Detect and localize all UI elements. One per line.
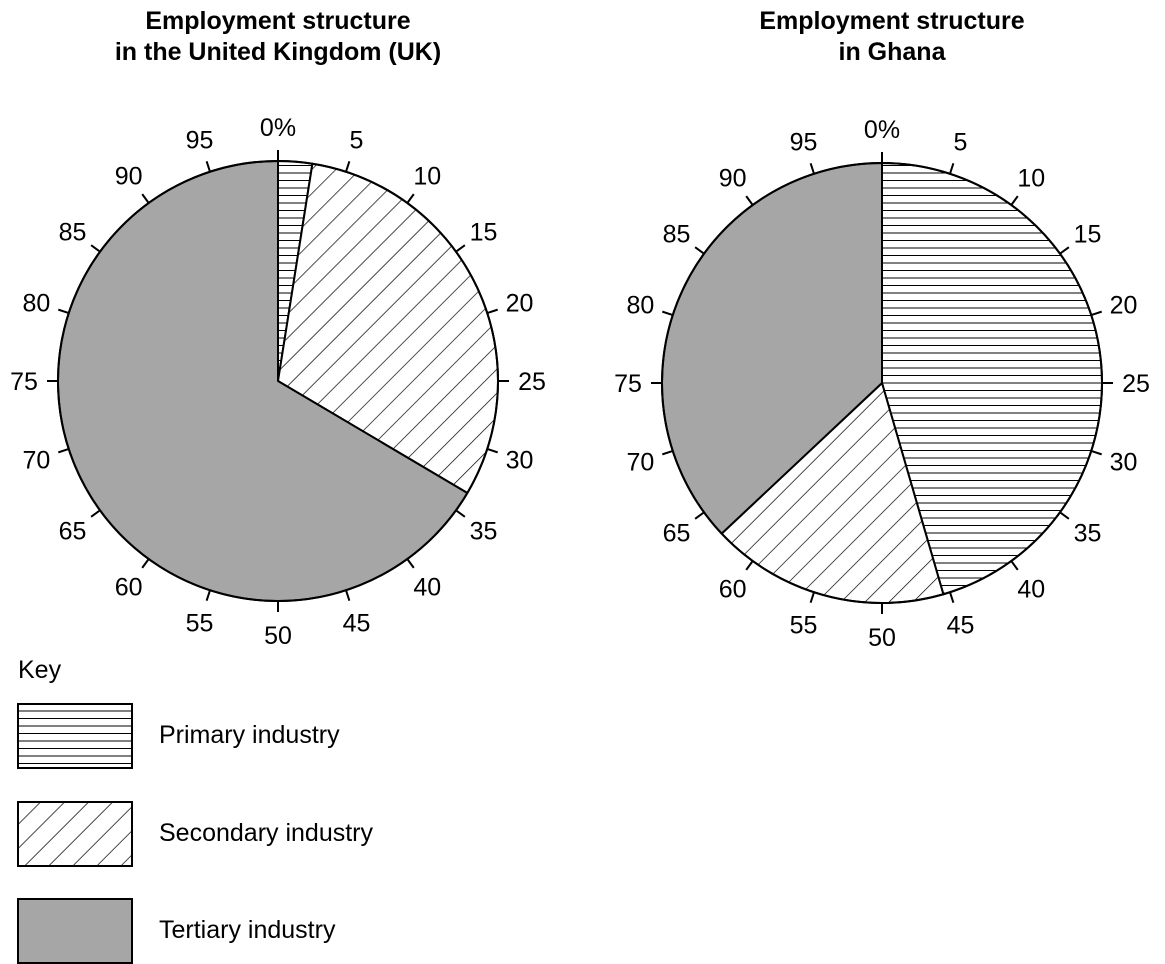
tick-uk-2 — [406, 193, 415, 204]
tick-uk-13 — [90, 509, 101, 518]
tick-label-uk-16: 80 — [23, 290, 51, 318]
tick-label-uk-15: 75 — [10, 368, 38, 396]
key-swatch-primary — [17, 703, 133, 769]
pie-chart-ghana: 0% 5 10 15 20 25 30 35 40 45 50 55 60 65 70 75 80 85 90 95 — [614, 116, 1150, 652]
tick-label-uk-1: 5 — [350, 126, 364, 154]
tick-label-ghana-9: 45 — [947, 612, 975, 640]
tick-ghana-12 — [745, 560, 754, 571]
key-label-secondary: Secondary industry — [159, 819, 374, 847]
tick-label-ghana-6: 30 — [1110, 448, 1138, 476]
tick-ghana-17 — [694, 246, 705, 255]
tick-uk-1 — [345, 161, 351, 173]
tick-label-ghana-8: 40 — [1017, 575, 1045, 603]
chart-title-ghana: Employment structure in Ghana — [652, 6, 1132, 68]
tick-ghana-14 — [662, 450, 674, 456]
key-swatch-tertiary — [17, 898, 133, 964]
tick-label-ghana-19: 95 — [790, 128, 818, 156]
tick-label-ghana-13: 65 — [663, 519, 691, 547]
tick-label-uk-12: 60 — [115, 573, 143, 601]
tick-label-uk-14: 70 — [23, 446, 51, 474]
tick-uk-6 — [486, 448, 498, 454]
tick-ghana-19 — [809, 163, 815, 175]
tick-label-uk-18: 90 — [115, 163, 143, 191]
tick-ghana-2 — [1010, 195, 1019, 206]
tick-label-uk-8: 40 — [413, 573, 441, 601]
tick-uk-3 — [455, 244, 466, 253]
tick-label-uk-19: 95 — [186, 126, 214, 154]
tick-ghana-1 — [949, 163, 955, 175]
chart-title-uk-line-1: Employment structure — [145, 7, 411, 35]
tick-label-uk-7: 35 — [470, 517, 498, 545]
tick-label-ghana-14: 70 — [627, 448, 655, 476]
tick-label-ghana-2: 10 — [1017, 165, 1045, 193]
tick-label-ghana-18: 90 — [719, 165, 747, 193]
tick-label-uk-4: 20 — [506, 290, 534, 318]
chart-title-uk: Employment structure in the United Kingd… — [38, 6, 518, 68]
tick-uk-16 — [58, 308, 70, 314]
tick-label-uk-13: 65 — [59, 517, 87, 545]
tick-uk-12 — [141, 558, 150, 569]
tick-label-uk-6: 30 — [506, 446, 534, 474]
tick-ghana-9 — [949, 591, 955, 603]
key-swatch-secondary — [17, 801, 133, 867]
tick-uk-14 — [58, 448, 70, 454]
tick-label-uk-10: 50 — [264, 622, 292, 650]
tick-label-ghana-17: 85 — [663, 221, 691, 249]
chart-title-uk-line-2: in the United Kingdom (UK) — [114, 38, 442, 66]
tick-ghana-11 — [809, 591, 815, 603]
tick-label-uk-11: 55 — [186, 610, 214, 638]
tick-uk-11 — [205, 589, 211, 601]
tick-label-ghana-10: 50 — [868, 624, 896, 652]
tick-ghana-8 — [1010, 560, 1019, 571]
tick-uk-19 — [205, 161, 211, 173]
tick-label-ghana-12: 60 — [719, 575, 747, 603]
tick-ghana-13 — [694, 511, 705, 520]
tick-ghana-16 — [662, 310, 674, 316]
tick-ghana-4 — [1090, 310, 1102, 316]
tick-ghana-7 — [1059, 511, 1070, 520]
tick-uk-17 — [90, 244, 101, 253]
tick-label-uk-17: 85 — [59, 219, 87, 247]
tick-label-ghana-1: 5 — [954, 128, 968, 156]
tick-uk-4 — [486, 308, 498, 314]
tick-label-uk-5: 25 — [518, 368, 546, 396]
tick-ghana-3 — [1059, 246, 1070, 255]
tick-uk-8 — [406, 558, 415, 569]
tick-label-ghana-3: 15 — [1074, 221, 1102, 249]
tick-uk-9 — [345, 589, 351, 601]
tick-label-ghana-7: 35 — [1074, 519, 1102, 547]
tick-label-ghana-11: 55 — [790, 612, 818, 640]
tick-label-uk-0: 0% — [260, 114, 296, 142]
tick-label-ghana-0: 0% — [864, 116, 900, 144]
tick-label-uk-9: 45 — [343, 610, 371, 638]
key-heading: Key — [18, 656, 62, 684]
chart-title-ghana-line-2: in Ghana — [838, 38, 946, 66]
key-label-primary: Primary industry — [159, 721, 340, 749]
tick-label-ghana-5: 25 — [1122, 370, 1150, 398]
tick-label-uk-2: 10 — [413, 163, 441, 191]
tick-label-ghana-16: 80 — [627, 292, 655, 320]
key-label-tertiary: Tertiary industry — [159, 916, 336, 944]
tick-uk-18 — [141, 193, 150, 204]
tick-label-uk-3: 15 — [470, 219, 498, 247]
chart-title-ghana-line-1: Employment structure — [759, 7, 1025, 35]
tick-uk-7 — [455, 509, 466, 518]
tick-ghana-6 — [1090, 450, 1102, 456]
tick-label-ghana-15: 75 — [614, 370, 642, 398]
tick-label-ghana-4: 20 — [1110, 292, 1138, 320]
tick-ghana-18 — [745, 195, 754, 206]
pie-chart-uk: 0% 5 10 15 20 25 30 35 40 45 50 55 60 65 70 75 80 85 90 95 — [10, 114, 546, 650]
